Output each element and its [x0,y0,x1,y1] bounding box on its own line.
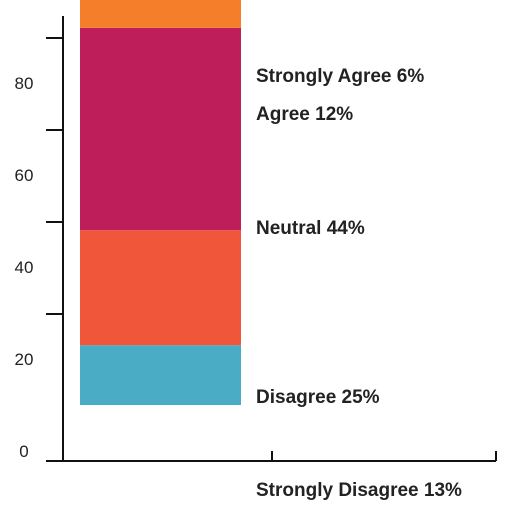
y-tick-label: 20 [15,350,34,369]
y-tick-label: 0 [19,442,28,461]
y-axis: 0 20 40 60 80 100 [10,0,64,461]
y-tick-label: 40 [15,258,34,277]
segment-label-strongly-disagree: Strongly Disagree 13% [256,480,462,501]
bar-segment-disagree [80,230,241,346]
bar-segment-neutral [80,27,241,231]
segment-labels: Strongly Disagree 13% Disagree 25% Neutral… [256,66,462,501]
y-tick-label: 80 [15,74,34,93]
y-tick-label: 60 [15,166,34,185]
segment-label-strongly-agree: Strongly Agree 6% [256,66,424,87]
x-axis [46,451,497,462]
y-axis-ticks: 0 20 40 60 80 100 [10,0,63,461]
segment-label-disagree: Disagree 25% [256,387,380,408]
bar-segment-strongly-disagree [80,345,241,405]
y-tick-label: 100 [10,0,38,1]
segment-label-neutral: Neutral 44% [256,218,365,239]
segment-label-agree: Agree 12% [256,104,353,125]
bar-segments [80,0,241,405]
bar-segment-agree [80,0,241,28]
